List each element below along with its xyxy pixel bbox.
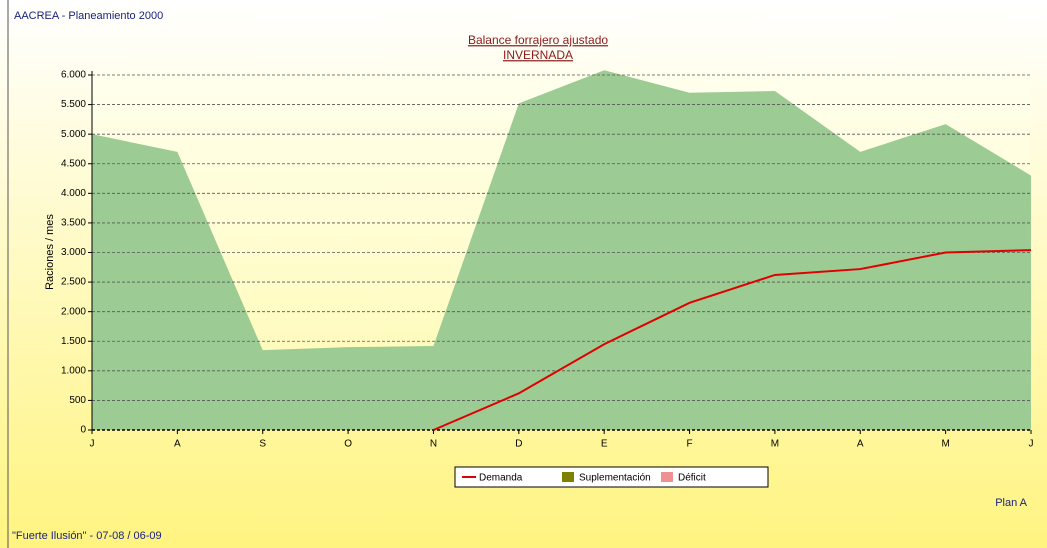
line-series [433, 249, 1032, 431]
legend-box [454, 466, 769, 488]
x-tick-label: F [686, 439, 692, 450]
y-tick-label: 0 [80, 425, 86, 436]
legend-label: Déficit [678, 473, 706, 484]
y-tick-label: 4.000 [61, 188, 86, 199]
x-tick-label: M [941, 439, 949, 450]
x-tick-label: S [259, 439, 266, 450]
y-tick-label: 500 [69, 395, 86, 406]
y-tick-label: 3.500 [61, 218, 86, 229]
chart-title: Balance forrajero ajustado [468, 33, 608, 47]
x-tick-label: M [771, 439, 779, 450]
x-tick-label: D [515, 439, 522, 450]
x-tick-label: O [344, 439, 352, 450]
y-tick-label: 5.000 [61, 129, 86, 140]
chart-subtitle: INVERNADA [503, 48, 573, 62]
legend-label: Suplementación [579, 473, 651, 484]
x-tick-label: N [430, 439, 437, 450]
x-tick-label: E [601, 439, 608, 450]
y-axis-label: Raciones / mes [44, 214, 56, 290]
legend-label: Demanda [479, 473, 523, 484]
header: AACREA - Planeamiento 2000 [14, 10, 163, 22]
y-tick-label: 6.000 [61, 70, 86, 81]
y-tick-label: 3.000 [61, 247, 86, 258]
x-tick-label: A [174, 439, 181, 450]
y-tick-label: 1.500 [61, 336, 86, 347]
y-tick-label: 1.000 [61, 365, 86, 376]
legend-swatch [562, 472, 574, 482]
y-tick-label: 2.000 [61, 306, 86, 317]
y-tick-label: 2.500 [61, 277, 86, 288]
area [92, 70, 1031, 431]
plan-label: Plan A [995, 497, 1027, 509]
y-tick-label: 5.500 [61, 99, 86, 110]
y-tick-label: 4.500 [61, 158, 86, 169]
x-tick-label: J [90, 439, 95, 450]
x-tick-label: A [857, 439, 864, 450]
footer: "Fuerte Ilusión" - 07-08 / 06-09 [12, 530, 162, 542]
legend-swatch [661, 472, 673, 482]
x-tick-label: J [1029, 439, 1034, 450]
